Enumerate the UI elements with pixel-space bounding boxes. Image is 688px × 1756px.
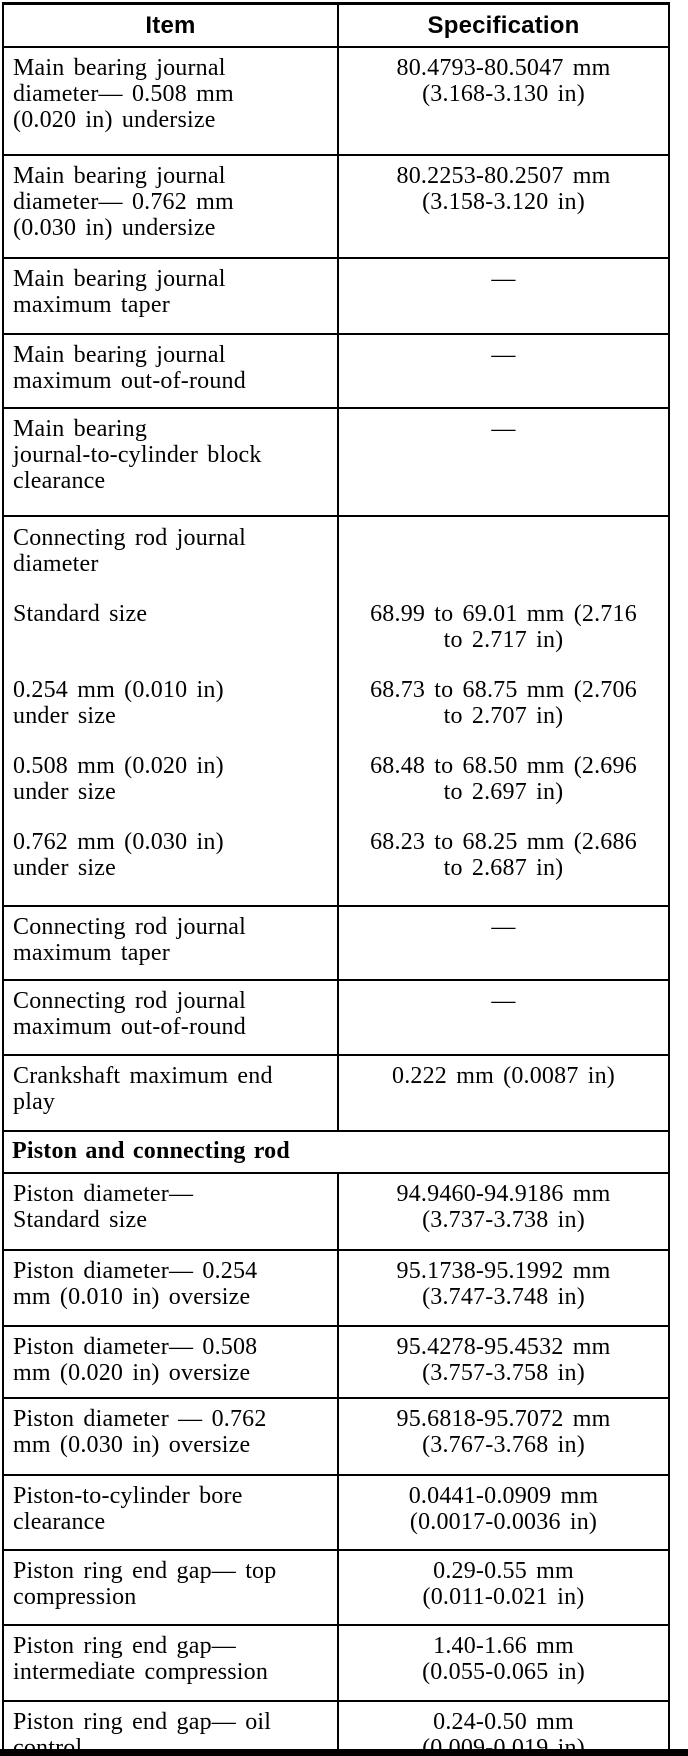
spec-cell: 0.24-0.50 mm (0.009-0.019 in) bbox=[422, 1709, 585, 1749]
header-row: Item Specification bbox=[4, 5, 668, 46]
spec-cell: — bbox=[491, 988, 516, 1014]
group-subrow: 0.508 mm (0.020 in) under size 68.48 to … bbox=[4, 753, 668, 829]
table-row: Piston diameter— 0.254 mm (0.010 in) ove… bbox=[4, 1249, 668, 1325]
group-subrow: 0.762 mm (0.030 in) under size 68.23 to … bbox=[4, 829, 668, 905]
spec-cell: 80.4793-80.5047 mm (3.168-3.130 in) bbox=[396, 55, 611, 107]
table-row: Piston ring end gap— oil control 0.24-0.… bbox=[4, 1700, 668, 1749]
item-cell: Piston diameter— Standard size bbox=[4, 1174, 339, 1249]
item-cell: 0.508 mm (0.020 in) under size bbox=[4, 753, 339, 829]
table-row: Main bearing journal diameter— 0.508 mm … bbox=[4, 46, 668, 154]
spec-cell: 80.2253-80.2507 mm (3.158-3.120 in) bbox=[396, 163, 611, 215]
connecting-rod-journal-group: Connecting rod journal diameter Standard… bbox=[4, 515, 668, 905]
spec-cell: — bbox=[491, 416, 516, 442]
item-cell: Main bearing journal maximum taper bbox=[4, 259, 339, 333]
table-row: Main bearing journal diameter— 0.762 mm … bbox=[4, 154, 668, 257]
column-header-item: Item bbox=[4, 5, 339, 46]
item-cell: Piston diameter— 0.254 mm (0.010 in) ove… bbox=[4, 1251, 339, 1325]
spec-cell: 68.73 to 68.75 mm (2.706 to 2.707 in) bbox=[370, 677, 637, 729]
spec-cell: — bbox=[491, 266, 516, 292]
spec-cell: 94.9460-94.9186 mm (3.737-3.738 in) bbox=[396, 1181, 611, 1233]
item-cell: Piston-to-cylinder bore clearance bbox=[4, 1476, 339, 1549]
table-row: Piston diameter— Standard size 94.9460-9… bbox=[4, 1172, 668, 1249]
spec-cell: 95.1738-95.1992 mm (3.747-3.748 in) bbox=[396, 1258, 611, 1310]
spec-cell bbox=[339, 517, 668, 601]
table-row: Crankshaft maximum end play 0.222 mm (0.… bbox=[4, 1054, 668, 1130]
item-cell: Main bearing journal-to-cylinder block c… bbox=[4, 409, 339, 515]
spec-cell: 1.40-1.66 mm (0.055-0.065 in) bbox=[422, 1633, 585, 1685]
table-row: Main bearing journal-to-cylinder block c… bbox=[4, 407, 668, 515]
table-row: Connecting rod journal maximum out-of-ro… bbox=[4, 979, 668, 1054]
item-cell: Piston ring end gap— oil control bbox=[4, 1702, 339, 1749]
spec-cell: 0.29-0.55 mm (0.011-0.021 in) bbox=[422, 1558, 585, 1610]
item-cell: Connecting rod journal maximum taper bbox=[4, 907, 339, 979]
item-cell: Standard size bbox=[4, 601, 339, 677]
spec-cell: — bbox=[491, 342, 516, 368]
section-header-piston-and-connecting-rod: Piston and connecting rod bbox=[4, 1130, 668, 1172]
item-cell: Main bearing journal maximum out-of-roun… bbox=[4, 335, 339, 407]
group-subrow: 0.254 mm (0.010 in) under size 68.73 to … bbox=[4, 677, 668, 753]
item-cell: Piston diameter — 0.762 mm (0.030 in) ov… bbox=[4, 1399, 339, 1474]
group-subrow: Connecting rod journal diameter bbox=[4, 517, 668, 601]
spec-cell: 95.6818-95.7072 mm (3.767-3.768 in) bbox=[396, 1406, 611, 1458]
item-cell: Piston ring end gap— intermediate compre… bbox=[4, 1626, 339, 1700]
item-cell: Crankshaft maximum end play bbox=[4, 1056, 339, 1130]
item-cell: 0.254 mm (0.010 in) under size bbox=[4, 677, 339, 753]
column-header-specification: Specification bbox=[427, 11, 580, 39]
table-row: Main bearing journal maximum out-of-roun… bbox=[4, 333, 668, 407]
item-cell: Connecting rod journal diameter bbox=[4, 517, 339, 601]
spec-cell: 0.222 mm (0.0087 in) bbox=[392, 1063, 615, 1089]
spec-cell: 68.48 to 68.50 mm (2.696 to 2.697 in) bbox=[370, 753, 637, 805]
item-cell: Main bearing journal diameter— 0.508 mm … bbox=[4, 48, 339, 154]
table-row: Piston diameter— 0.508 mm (0.020 in) ove… bbox=[4, 1325, 668, 1397]
table-row: Piston diameter — 0.762 mm (0.030 in) ov… bbox=[4, 1397, 668, 1474]
item-cell: Piston diameter— 0.508 mm (0.020 in) ove… bbox=[4, 1327, 339, 1397]
spec-cell: 68.99 to 69.01 mm (2.716 to 2.717 in) bbox=[370, 601, 637, 653]
table-row: Piston ring end gap— top compression 0.2… bbox=[4, 1549, 668, 1624]
item-cell: Connecting rod journal maximum out-of-ro… bbox=[4, 981, 339, 1054]
group-subrow: Standard size 68.99 to 69.01 mm (2.716 t… bbox=[4, 601, 668, 677]
spec-cell: 0.0441-0.0909 mm (0.0017-0.0036 in) bbox=[408, 1483, 599, 1535]
item-cell: Piston ring end gap— top compression bbox=[4, 1551, 339, 1624]
item-cell: 0.762 mm (0.030 in) under size bbox=[4, 829, 339, 905]
specification-table: Item Specification Main bearing journal … bbox=[2, 2, 670, 1749]
item-cell: Main bearing journal diameter— 0.762 mm … bbox=[4, 156, 339, 257]
page-bottom-rule bbox=[0, 1749, 688, 1756]
spec-cell: — bbox=[491, 914, 516, 940]
table-row: Main bearing journal maximum taper — bbox=[4, 257, 668, 333]
spec-cell: 95.4278-95.4532 mm (3.757-3.758 in) bbox=[396, 1334, 611, 1386]
table-row: Piston-to-cylinder bore clearance 0.0441… bbox=[4, 1474, 668, 1549]
table-row: Connecting rod journal maximum taper — bbox=[4, 905, 668, 979]
table-row: Piston ring end gap— intermediate compre… bbox=[4, 1624, 668, 1700]
spec-cell: 68.23 to 68.25 mm (2.686 to 2.687 in) bbox=[370, 829, 637, 881]
